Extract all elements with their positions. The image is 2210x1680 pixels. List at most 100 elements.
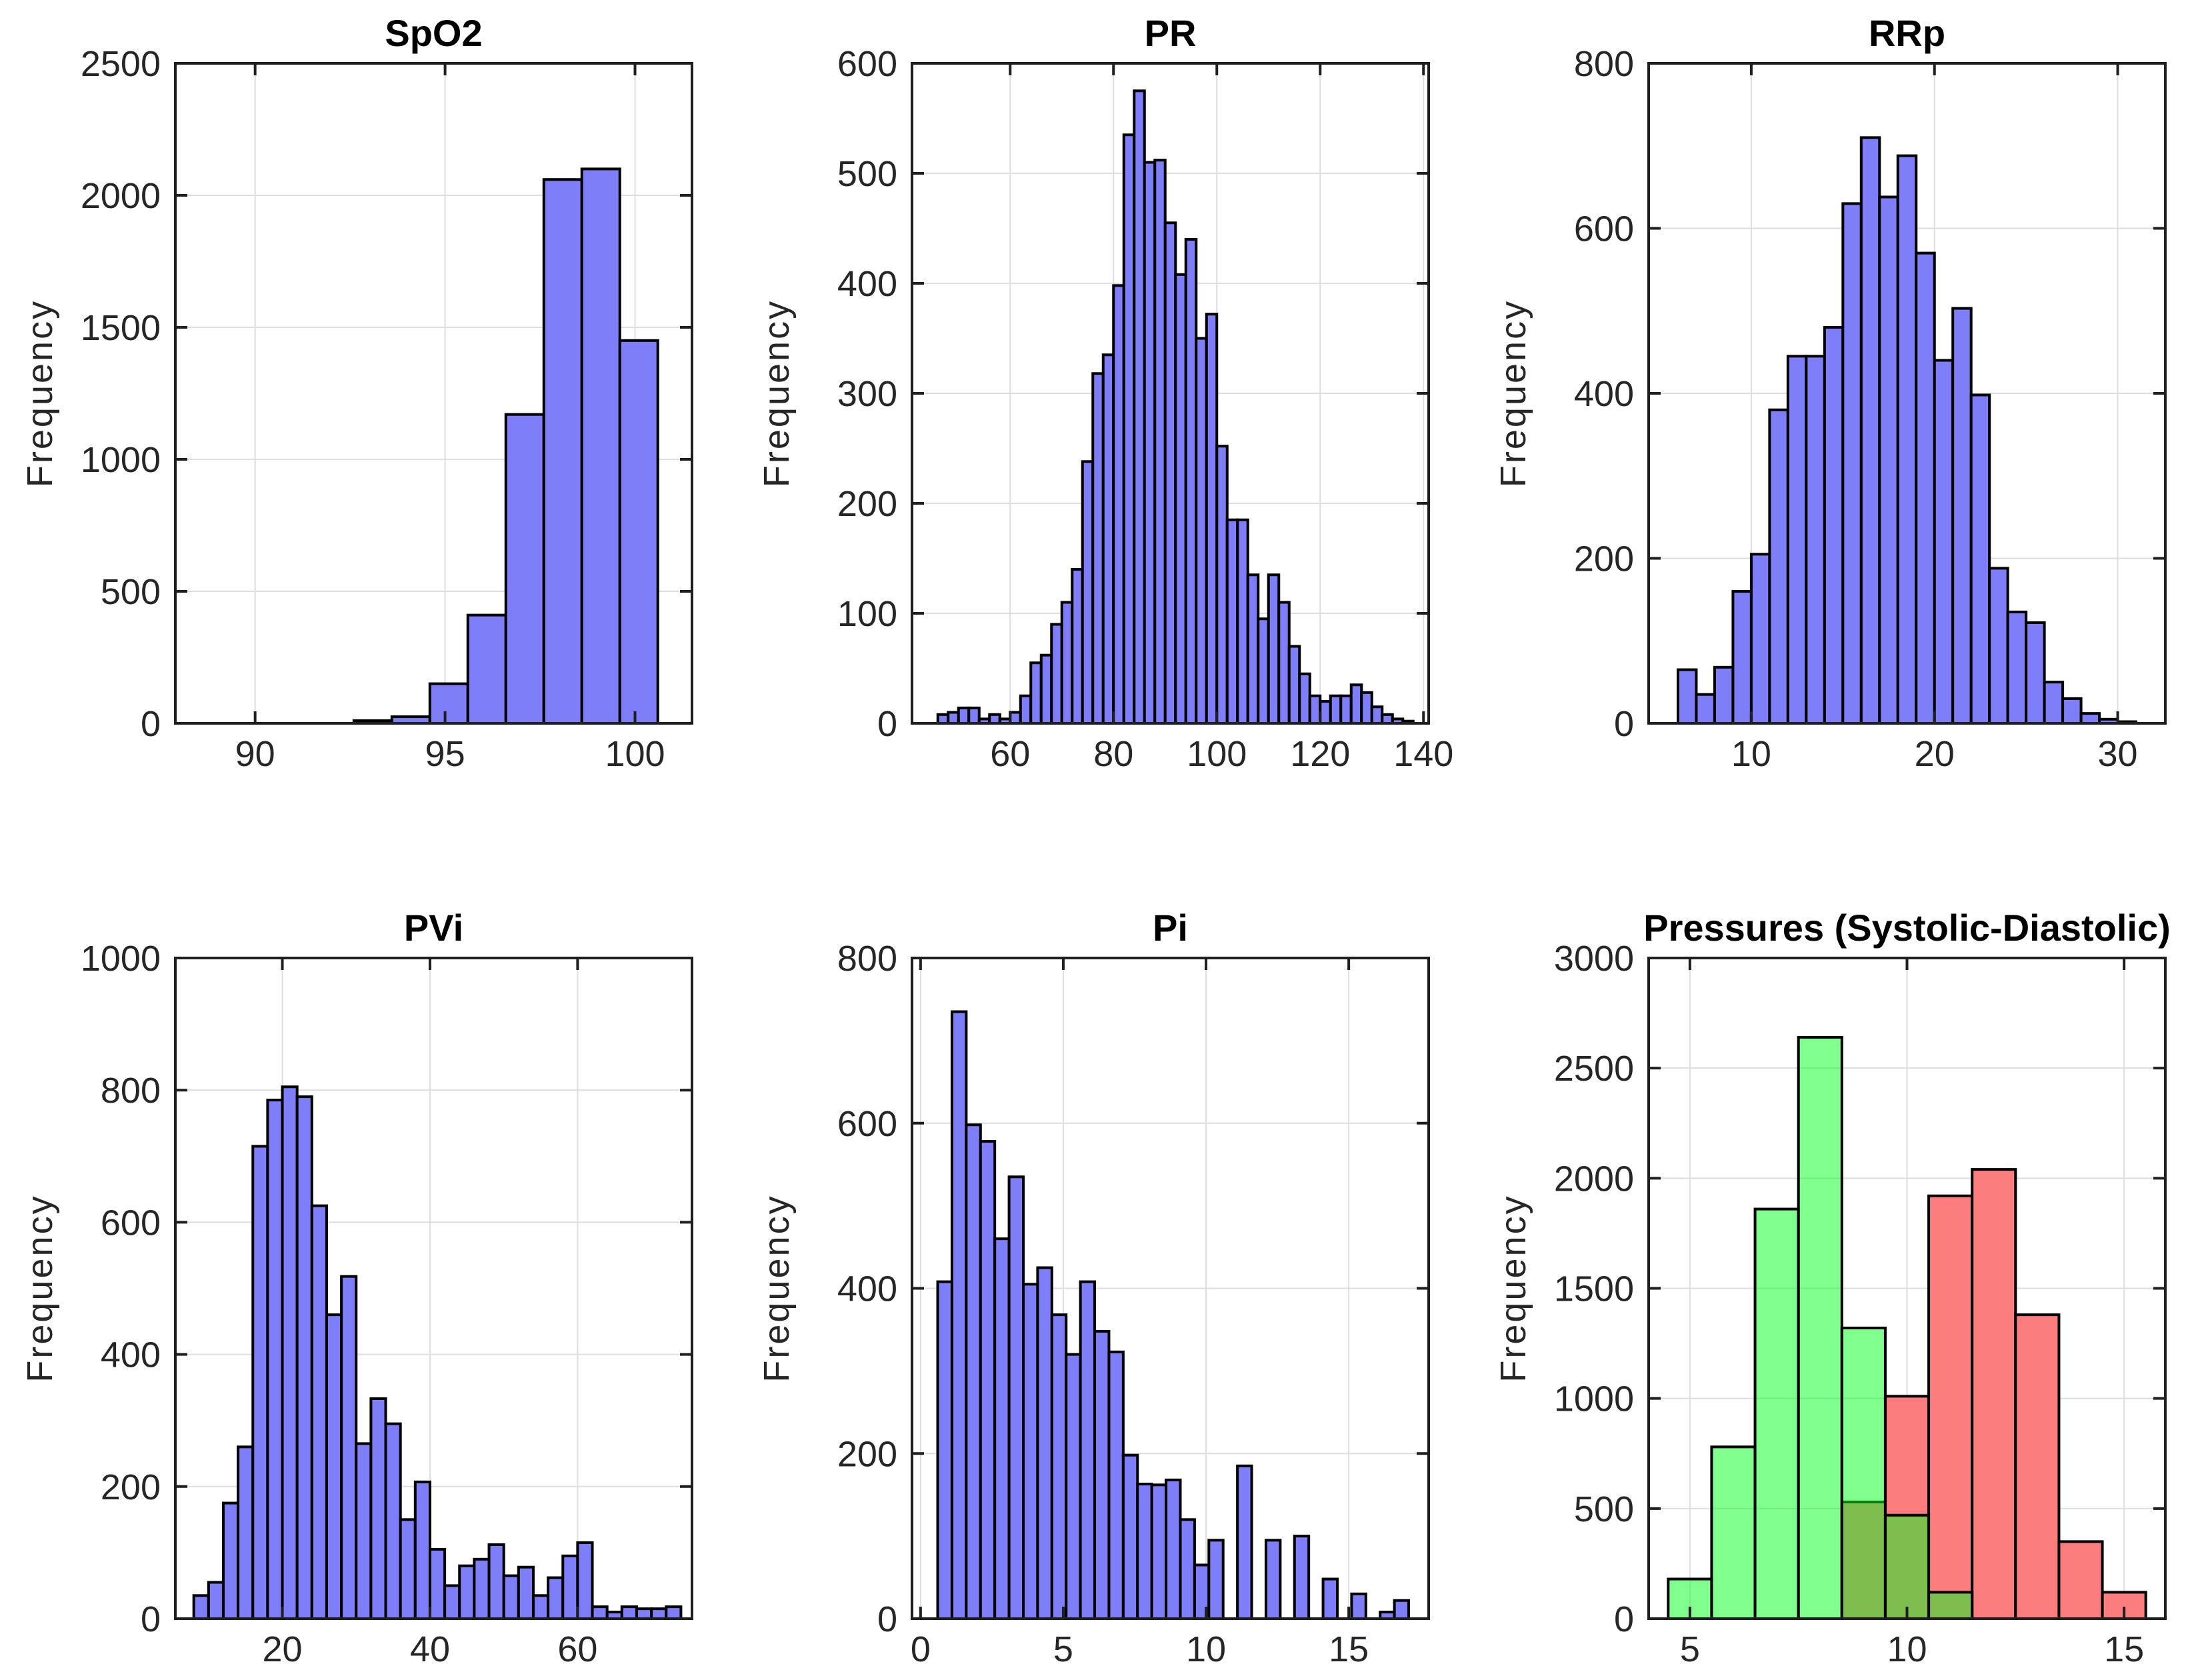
histogram-bar [1321,1577,1339,1621]
histogram-bar [650,1607,668,1621]
histogram-bar [504,413,545,725]
x-tick-label: 40 [410,1629,450,1669]
x-tick-labels: 90 95 100 [235,734,665,774]
histogram-bar [1339,694,1353,725]
histogram-bar [458,1564,476,1620]
chart-pressures: 5 10 15 0 500 1000 1500 2000 2500 3000 Frequency Pr… [1493,907,2171,1669]
histogram-bar [1805,355,1826,725]
histogram-bar [1150,1483,1168,1621]
histogram-bar [1021,1283,1039,1621]
histogram-bar [1257,617,1270,725]
histogram-bar [993,1237,1011,1620]
chart-title: Pi [1153,907,1188,949]
chart-title: RRp [1869,12,1945,54]
histogram-bar [1107,1350,1125,1620]
histogram-bar [1215,445,1229,725]
histogram-bar [1840,1326,1887,1621]
x-tick-label: 15 [2104,1629,2144,1669]
y-tick-label: 1000 [81,939,161,979]
histogram-bar [1065,1353,1082,1620]
x-tick-labels: 0 5 10 15 [911,1629,1369,1669]
histogram-bar [1896,154,1918,725]
histogram-bar [1079,1280,1097,1621]
histogram-bar [965,1123,982,1621]
histogram-bar [1143,161,1157,725]
tick-marks [912,62,1429,725]
y-tick-label: 400 [837,1269,897,1309]
histogram-bar [1859,136,1881,725]
histogram-bar [1133,89,1146,725]
y-tick-label: 2000 [81,176,161,216]
x-tick-label: 120 [1290,734,1350,774]
y-tick-label: 100 [837,594,897,634]
y-tick-label: 600 [837,44,897,84]
y-tick-label: 0 [1614,704,1634,744]
x-tick-label: 5 [1680,1629,1700,1669]
y-tick-label: 200 [837,484,897,524]
x-tick-labels: 5 10 15 [1680,1629,2144,1669]
histogram-bar [561,1554,579,1620]
chart-title: PR [1145,12,1197,54]
y-tick-labels: 0 100 200 300 400 500 600 [837,44,897,744]
histogram-bar [1753,1207,1800,1620]
histogram-bar [1163,221,1177,725]
y-tick-label: 0 [877,1599,897,1639]
x-tick-label: 5 [1053,1629,1073,1669]
histogram-bar [466,613,507,725]
histogram-bar [1329,694,1343,725]
y-tick-label: 2000 [1554,1159,1634,1199]
x-tick-label: 0 [911,1629,931,1669]
histogram-bar [310,1204,328,1620]
histogram-bar [413,1480,431,1620]
x-tick-label: 90 [235,734,275,774]
chart-title: SpO2 [385,12,482,54]
histogram-bar [576,1541,594,1621]
x-tick-labels: 60 80 100 120 140 [990,734,1453,774]
histogram-bar [2006,610,2028,725]
y-tick-labels: 0 500 1000 1500 2000 2500 3000 [1554,939,1634,1639]
histogram-bar [1731,590,1753,725]
histogram-bar [1370,705,1384,725]
tick-marks [175,957,692,1620]
x-tick-label: 10 [1731,734,1771,774]
histogram-bar [355,1442,373,1620]
histogram-bar [591,1605,609,1620]
y-tick-label: 400 [101,1335,161,1375]
histogram-bar [936,1280,953,1621]
histogram-bar [1236,518,1249,725]
histogram-bar [1797,1035,1843,1621]
histogram-bar [1878,195,1899,725]
histogram-bar [428,682,469,725]
y-tick-label: 500 [837,154,897,194]
histogram-bar [1713,665,1735,725]
histogram-bar [1298,672,1311,725]
histogram-bar [1350,1592,1367,1621]
histogram-bar [1749,553,1771,725]
histogram-bar [1695,693,1716,725]
histogram-bar [1308,694,1322,725]
tick-marks [1649,957,2165,1620]
x-tick-label: 15 [1329,1629,1369,1669]
y-axis-label: Frequency [1493,1194,1533,1382]
x-tick-label: 60 [990,734,1030,774]
histogram-bar [340,1275,358,1620]
histogram-bar [251,1145,269,1620]
histogram-bar [1883,1513,1931,1621]
y-tick-label: 800 [837,939,897,979]
histogram-bar [1236,1464,1253,1620]
histogram-bar [1988,567,2009,725]
y-axis-label: Frequency [20,1194,60,1382]
histogram-bar [1071,568,1084,725]
chart-pr: 60 80 100 120 140 0 100 200 300 400 500 600 Frequenc… [757,12,1453,774]
histogram-bar [502,1574,520,1620]
histogram-bar [1093,1329,1111,1620]
histogram-bar [957,706,971,725]
histogram-bar [237,1445,255,1621]
y-axis-label: Frequency [757,1194,797,1382]
y-tick-labels: 0 500 1000 1500 2000 2500 [81,44,161,744]
histogram-bar [1091,372,1105,725]
histogram-bar [2014,1313,2061,1620]
chart-rrp: 10 20 30 0 200 400 600 800 Frequency RRp [1493,12,2167,774]
histogram-bar [1207,1539,1225,1620]
histogram-bar [979,1140,997,1620]
